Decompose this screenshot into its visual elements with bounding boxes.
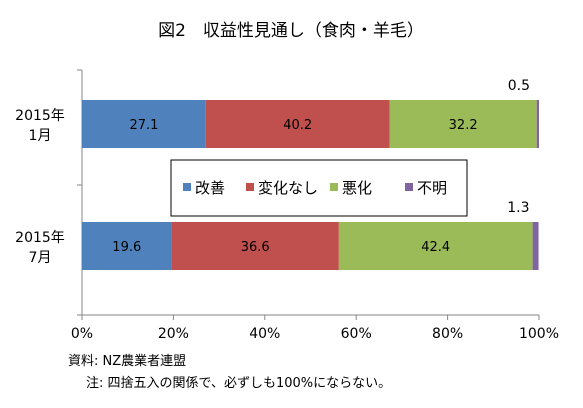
- bar-segment: [389, 100, 537, 148]
- bar-segment: [338, 222, 533, 270]
- footnote: 注: 四捨五入の関係で、必ずしも100%にならない。: [86, 376, 392, 391]
- legend-swatch: [405, 183, 413, 191]
- legend-swatch: [330, 183, 338, 191]
- bar-segment: [205, 100, 390, 148]
- bar-segment: [82, 100, 206, 148]
- x-tick-label: 40%: [249, 326, 280, 342]
- bar-segment: [171, 222, 339, 270]
- legend-box: [170, 159, 468, 217]
- legend-label: 悪化: [342, 179, 372, 197]
- data-labels: 27.1 40.2 32.2 0.5 19.6 36.6 42.4 1.3: [112, 78, 530, 255]
- legend-label: 改善: [195, 179, 225, 197]
- x-tick-label: 0%: [71, 326, 93, 342]
- x-tick-label: 80%: [432, 326, 463, 342]
- legend-label: 変化なし: [258, 179, 318, 197]
- legend-swatch: [246, 183, 254, 191]
- data-label: 36.6: [241, 240, 270, 255]
- data-label: 42.4: [421, 240, 450, 255]
- category-label: 2015年 7月: [15, 230, 65, 266]
- data-label: 19.6: [112, 240, 141, 255]
- x-tick-label: 100%: [519, 326, 559, 342]
- x-axis-ticks: 0% 20% 40% 60% 80% 100%: [71, 315, 559, 342]
- data-label: 40.2: [283, 118, 312, 133]
- bars: [82, 100, 539, 270]
- data-label: 0.5: [508, 78, 530, 94]
- x-tick-label: 60%: [341, 326, 372, 342]
- legend: 改善 変化なし 悪化 不明: [170, 159, 468, 217]
- legend-label: 不明: [417, 179, 447, 197]
- data-label: 32.2: [449, 118, 478, 133]
- category-labels: 2015年 1月 2015年 7月: [15, 108, 65, 266]
- category-label: 2015年 1月: [15, 108, 65, 144]
- x-tick-label: 20%: [158, 326, 189, 342]
- data-label: 27.1: [129, 118, 158, 133]
- source-note: 資料: NZ農業者連盟: [68, 354, 187, 369]
- data-label: 1.3: [507, 200, 529, 216]
- bar-segment: [82, 222, 172, 270]
- chart-title: 図2 収益性見通し（食肉・羊毛）: [158, 21, 424, 41]
- bar-segment: [532, 222, 539, 270]
- legend-swatch: [183, 183, 191, 191]
- bar-segment: [536, 100, 539, 148]
